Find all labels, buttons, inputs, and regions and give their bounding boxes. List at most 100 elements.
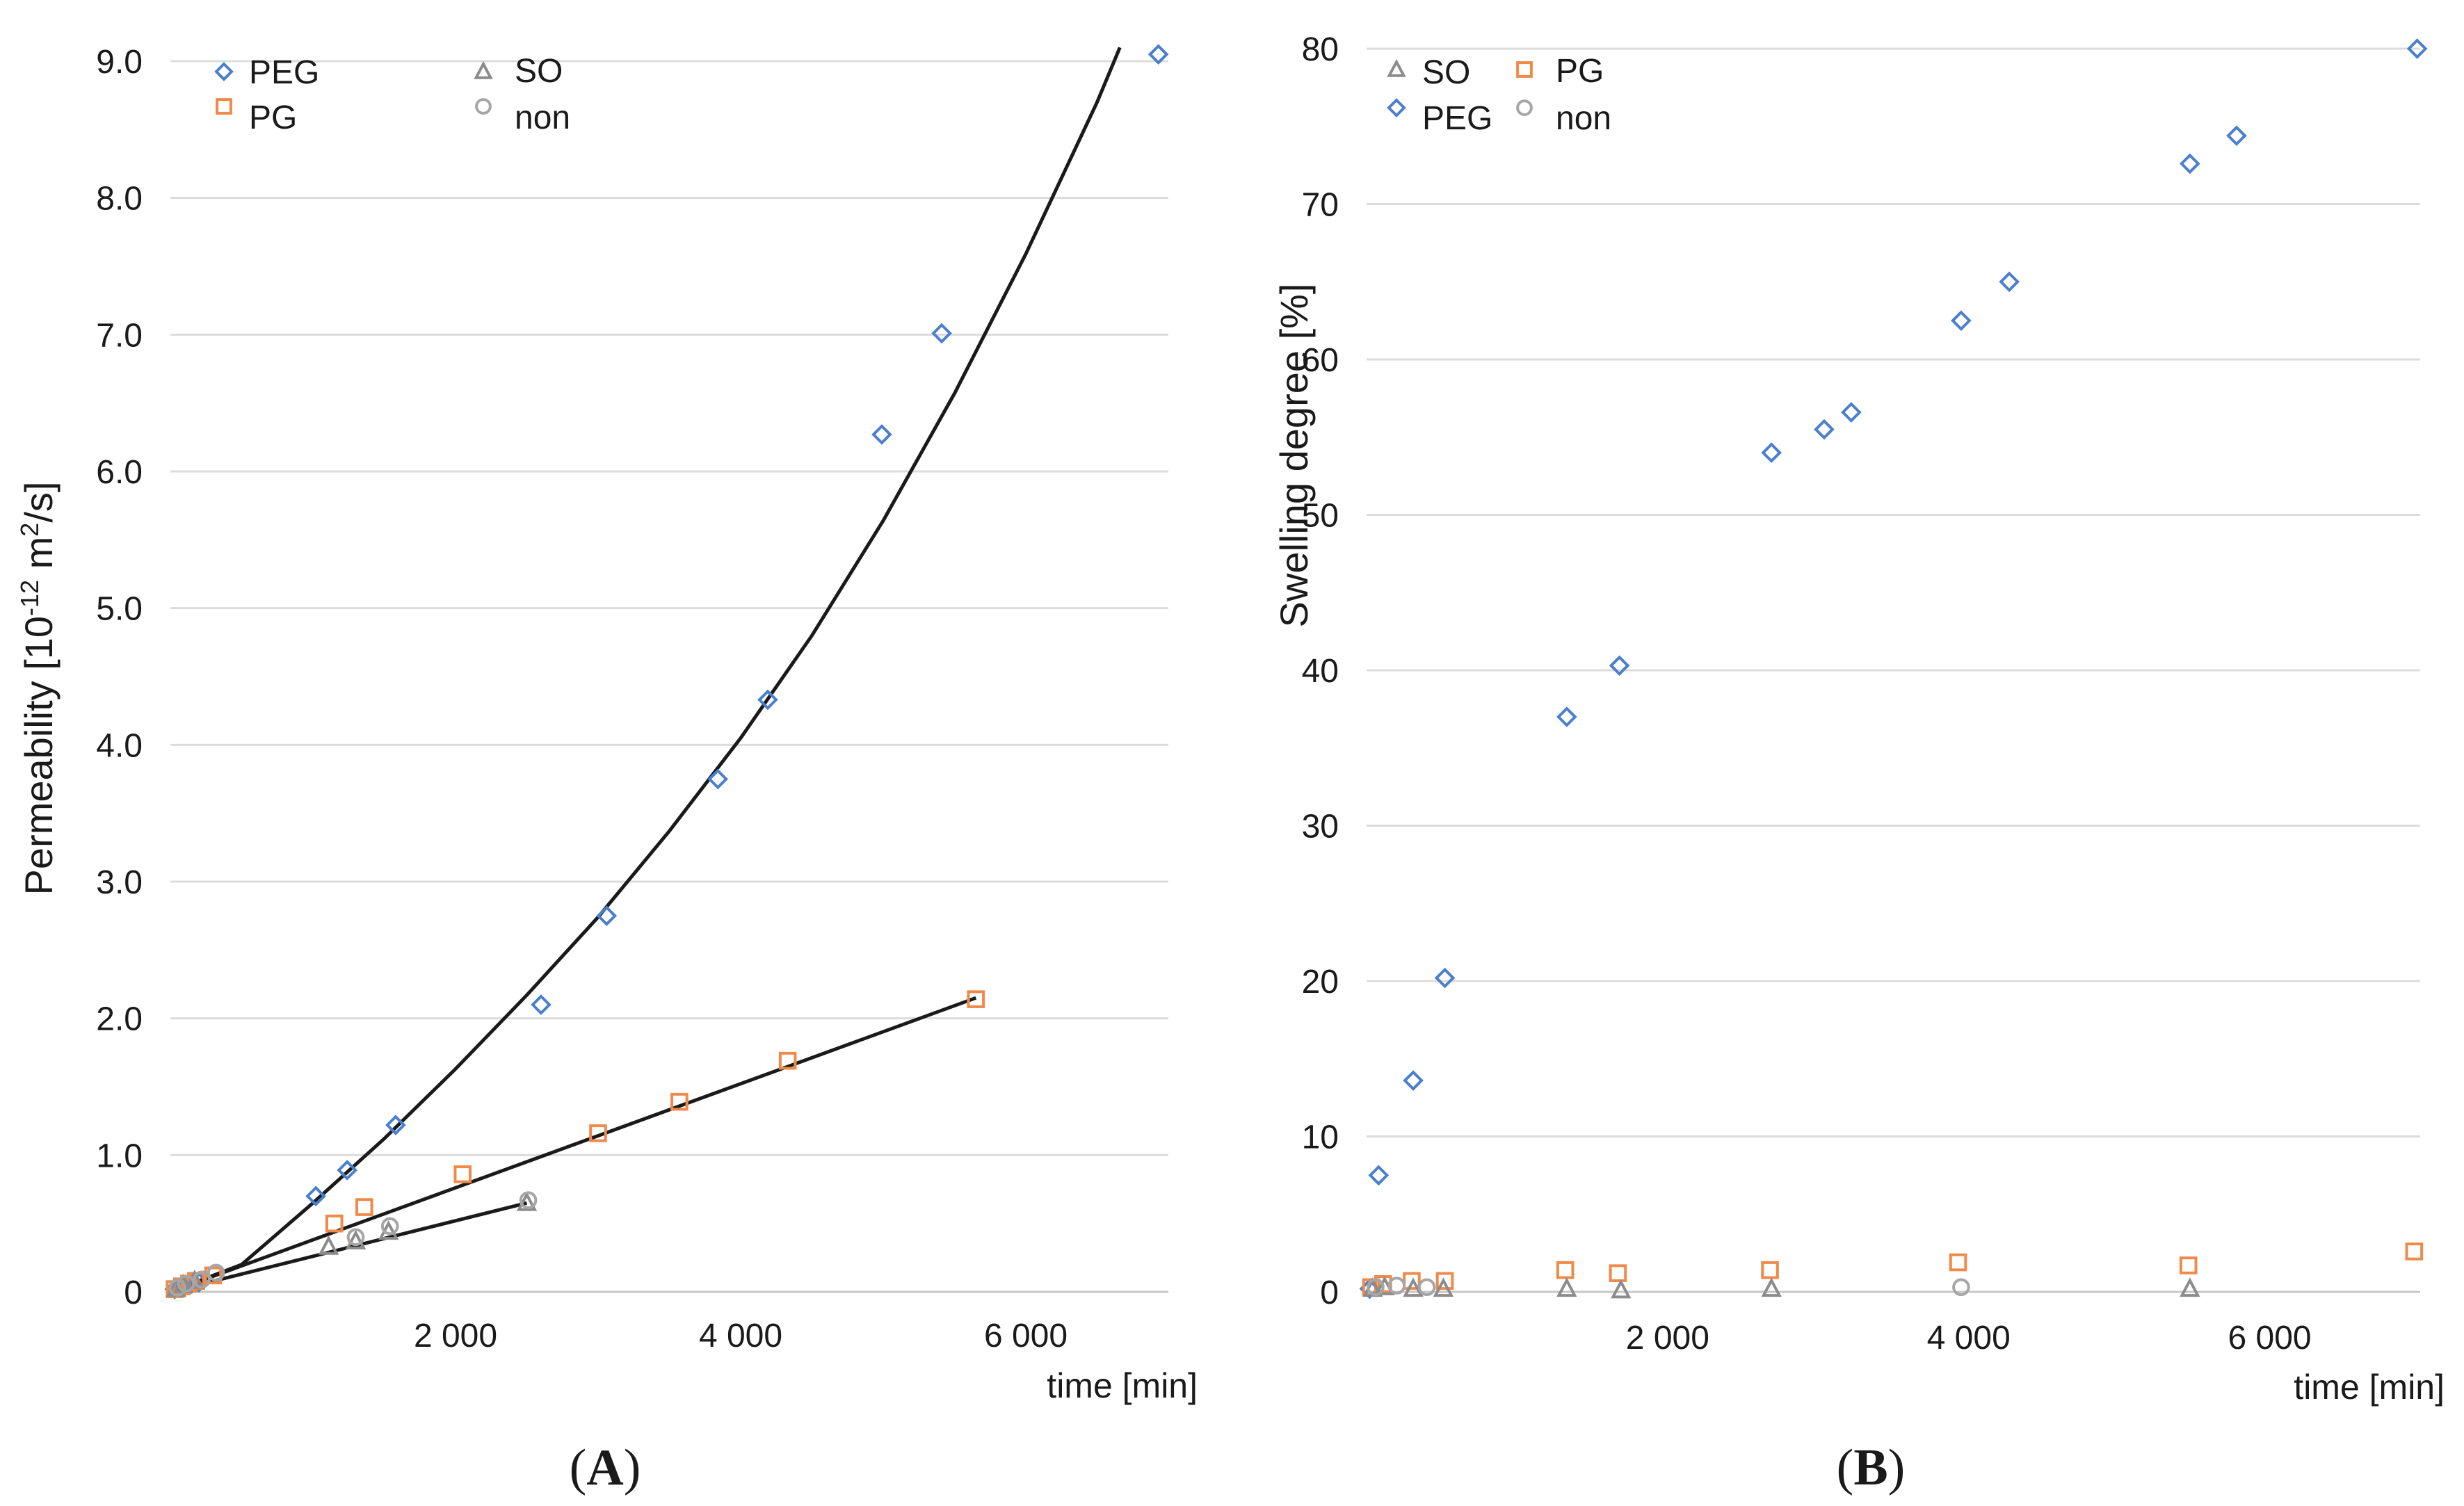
chart-b-point-non [1417,1278,1436,1297]
chart-b-y-tick-label: 20 [1302,964,1339,1001]
chart-b-y-tick-label: 40 [1302,653,1339,690]
chart-a-x-axis-title: time [min] [1047,1366,1198,1405]
chart-b-x-tick-label: 4 000 [1927,1320,2011,1357]
chart-b-point-peg [1999,271,2020,293]
chart-a-y-tick-label: 0 [124,1274,143,1311]
chart-a-point-pg [967,990,985,1008]
chart-b-point-pg [1949,1253,1967,1272]
chart-a-point-non [168,1279,187,1297]
chart-b-point-pg [2405,1242,2424,1261]
chart-a-y-tick-label: 6.0 [96,454,143,491]
chart-a-point-so [516,1191,538,1211]
chart-b-y-tick-label: 60 [1302,342,1339,379]
chart-b-legend-marker-non [1516,99,1533,116]
chart-a-y-tick-label: 7.0 [96,317,143,354]
chart-a-point-non [519,1191,538,1210]
chart-b-legend-label-peg: PEG [1422,100,1492,137]
chart-b-point-so [1403,1277,1424,1297]
chart-b-point-peg [2406,38,2428,59]
chart-b-legend-label-pg: PG [1556,53,1604,90]
chart-a-data-points [164,44,1169,1299]
chart-b-x-axis-title: time [min] [2294,1368,2445,1407]
chart-b-point-peg [1434,967,1456,989]
chart-b-point-peg [2180,153,2200,175]
chart-a-legend: PEG SO PG non [214,53,570,136]
chart-a-peg-fit-line [170,47,1122,1294]
chart-a-point-peg [871,424,892,445]
chart-a-point-non [346,1228,365,1247]
chart-a-point-peg [757,689,778,711]
chart-a-y-tick-label: 5.0 [96,591,143,628]
chart-a-point-peg [707,768,729,790]
chart-b-legend-label-non: non [1556,100,1611,137]
chart-a-point-non [207,1263,225,1282]
chart-a-point-non [193,1270,211,1289]
chart-a-point-peg [1148,44,1169,65]
chart-b-point-pg [2179,1256,2198,1274]
chart-b-point-peg [1841,402,1862,423]
chart-a-point-peg [305,1185,326,1207]
chart-a: 0 1.0 2.0 3.0 4.0 5.0 6.0 7.0 8.0 9.0 2 000 4 000 6… [15,44,1198,1496]
chart-a-x-tick-labels: 2 000 4 000 6 000 [414,1318,1068,1354]
chart-a-point-peg [337,1160,358,1181]
chart-a-point-pg [670,1092,689,1111]
chart-b-point-non [1387,1277,1406,1295]
chart-a-y-tick-label: 2.0 [96,1001,143,1038]
chart-a-point-non [177,1274,195,1293]
chart-a-point-pg [204,1266,223,1285]
chart-b-point-so [2180,1277,2200,1297]
chart-b-point-so [1611,1279,1632,1299]
chart-b-point-non [1952,1278,1970,1297]
chart-b-point-pg [1609,1264,1627,1282]
chart-b-point-peg [2226,125,2247,146]
chart-a-point-peg [931,323,952,344]
chart-b-point-peg [1368,1165,1390,1186]
chart-b-legend: SO PG PEG non [1387,53,1611,137]
chart-b-legend-marker-so [1387,58,1406,77]
chart-b-point-so [1761,1277,1782,1297]
chart-a-y-axis-title: Permeability [10-12 m2/s] [15,482,61,896]
chart-a-point-non [380,1217,399,1236]
chart-a-point-pg [355,1198,373,1216]
chart-b-legend-marker-pg [1516,61,1533,78]
chart-b-y-tick-label: 10 [1302,1119,1339,1156]
chart-b-point-peg [1761,442,1782,463]
chart-b-y-tick-labels: 0 10 20 30 40 50 60 70 80 [1302,31,1339,1311]
chart-a-x-tick-label: 6 000 [984,1318,1068,1354]
chart-a-legend-label-pg: PG [249,99,297,136]
chart-b-panel-label: (B) [1837,1439,1906,1496]
chart-b-y-tick-label: 70 [1302,187,1339,224]
chart-b-point-so [1556,1277,1577,1297]
chart-b-y-axis-title: Swelling degree [%] [1272,284,1316,628]
chart-a-point-pg [778,1051,797,1070]
chart-b-y-tick-label: 30 [1302,809,1339,845]
chart-b-point-pg [1435,1272,1454,1290]
chart-a-point-pg [589,1124,607,1142]
chart-a-point-so [184,1269,205,1289]
chart-b-point-peg [1556,706,1577,727]
chart-a-pg-fit-line [170,996,977,1294]
chart-b-point-peg [1609,655,1630,677]
chart-a-legend-marker-so [474,60,493,79]
chart-b-point-so [1433,1277,1454,1297]
chart-a-point-so [345,1229,367,1249]
chart-a-y-tick-labels: 0 1.0 2.0 3.0 4.0 5.0 6.0 7.0 8.0 9.0 [96,44,143,1311]
chart-a-y-tick-label: 1.0 [96,1137,143,1174]
chart-b-point-peg [1814,419,1835,440]
chart-a-point-peg [531,994,551,1015]
chart-b-y-tick-label: 50 [1302,498,1339,535]
chart-b-legend-marker-peg [1387,98,1406,118]
chart-b-point-peg [1951,310,1972,331]
chart-a-legend-marker-pg [216,98,232,115]
chart-b: 0 10 20 30 40 50 60 70 80 2 000 4 000 6 000 Swelli… [1272,31,2445,1496]
chart-a-x-tick-label: 2 000 [414,1318,497,1354]
chart-a-point-peg [385,1115,406,1135]
chart-a-legend-label-peg: PEG [249,54,319,91]
chart-b-data-points [1359,38,2428,1299]
chart-a-y-tick-label: 4.0 [96,727,143,764]
chart-a-point-peg [596,905,618,926]
chart-b-y-tick-label: 0 [1320,1274,1339,1311]
chart-a-legend-label-non: non [515,99,570,136]
chart-a-point-so [318,1235,339,1255]
